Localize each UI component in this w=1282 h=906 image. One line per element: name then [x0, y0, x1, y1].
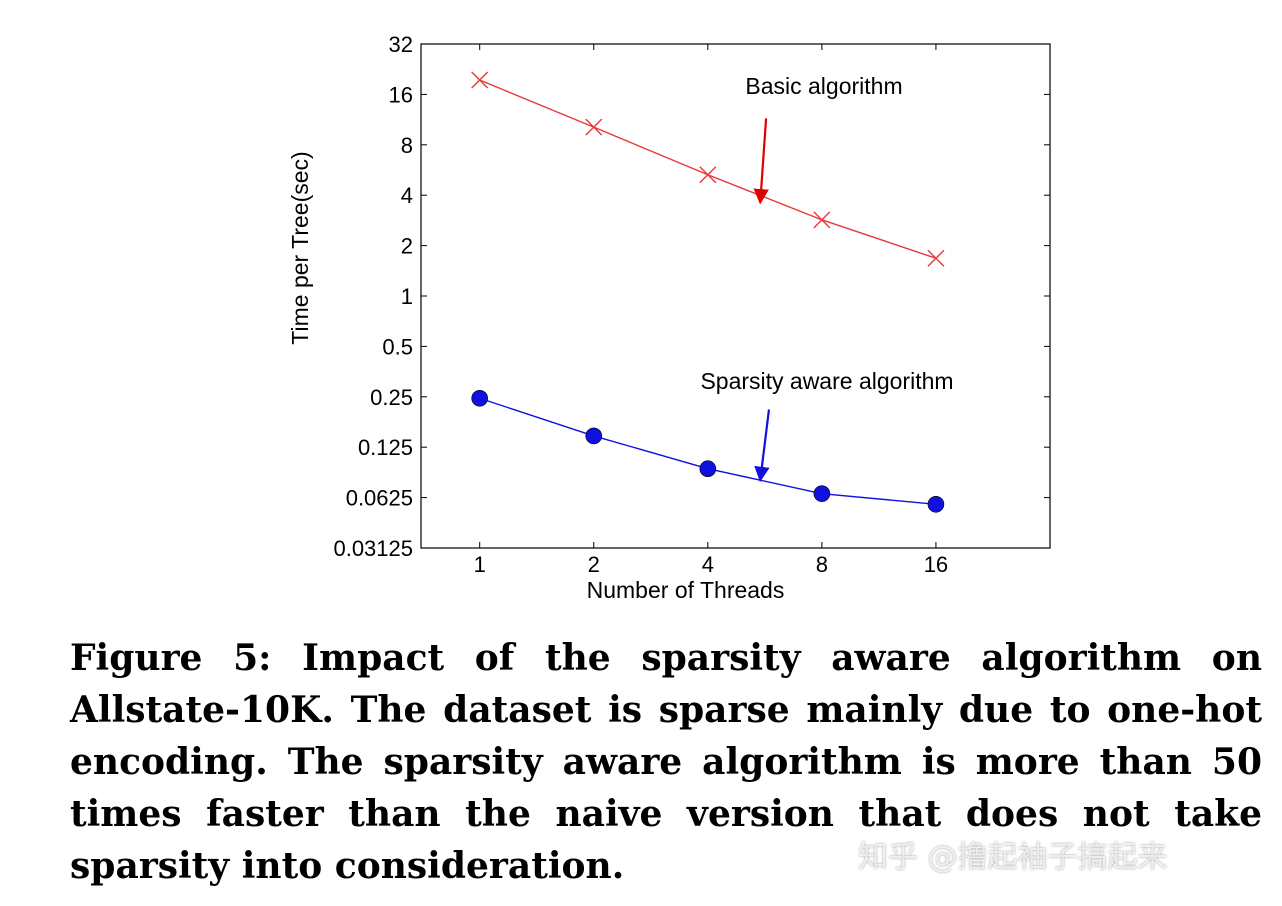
data-point-circle-marker [927, 495, 945, 513]
annotation-sparsity-aware-algorithm: Sparsity aware algorithm [700, 368, 953, 394]
data-point-x-marker [927, 249, 945, 267]
y-tick-label: 0.25 [370, 385, 413, 410]
marker-stroke [699, 166, 717, 184]
y-tick-label: 4 [401, 183, 413, 208]
series-line-2 [479, 397, 937, 505]
y-tick-label: 1 [401, 284, 413, 309]
x-tick-label: 2 [588, 552, 600, 577]
series-lines [479, 79, 937, 505]
marker-stroke [927, 249, 945, 267]
annotations: Basic algorithm Sparsity aware algorithm [700, 73, 954, 483]
series-markers [471, 71, 945, 513]
marker-stroke [585, 118, 603, 136]
x-tick-label: 4 [702, 552, 714, 577]
data-point-circle-marker [699, 460, 717, 478]
plot-frame [420, 43, 1051, 549]
y-tick-label: 16 [389, 82, 413, 107]
chart: 0.03125 0.0625 0.125 0.25 0.5 1 2 4 8 16 32 1 2 4 8 16… [287, 32, 1051, 603]
x-tick-label: 8 [816, 552, 828, 577]
y-axis-title: Time per Tree(sec) [287, 151, 313, 344]
data-point-x-marker [585, 118, 603, 136]
data-point-x-marker [813, 211, 831, 229]
plot-area-border [420, 43, 1051, 549]
data-point-x-marker [471, 71, 489, 89]
data-point-x-marker [699, 166, 717, 184]
x-axis-title: Number of Threads [587, 577, 785, 603]
y-tick-label: 0.0625 [346, 486, 413, 511]
y-tick-label: 0.5 [382, 334, 413, 359]
y-tick-label: 0.03125 [333, 536, 413, 561]
y-tick-label: 8 [401, 133, 413, 158]
annotation-arrow [753, 118, 769, 205]
annotation-basic-algorithm: Basic algorithm [745, 73, 902, 99]
y-axis: 0.03125 0.0625 0.125 0.25 0.5 1 2 4 8 16 32 [333, 32, 1050, 561]
series-line-1 [479, 79, 937, 259]
x-tick-label: 16 [924, 552, 948, 577]
marker-stroke [813, 211, 831, 229]
figure-caption: Figure 5: Impact of the sparsity aware a… [70, 637, 1262, 887]
marker-stroke [471, 71, 489, 89]
data-point-circle-marker [813, 485, 831, 502]
data-point-circle-marker [585, 427, 603, 445]
annotation-arrow [754, 409, 771, 483]
y-tick-label: 2 [401, 234, 413, 259]
data-point-circle-marker [471, 389, 488, 407]
x-axis: 1 2 4 8 16 [474, 44, 948, 577]
x-tick-label: 1 [474, 552, 486, 577]
y-tick-label: 0.125 [358, 435, 413, 460]
y-tick-label: 32 [389, 32, 413, 57]
